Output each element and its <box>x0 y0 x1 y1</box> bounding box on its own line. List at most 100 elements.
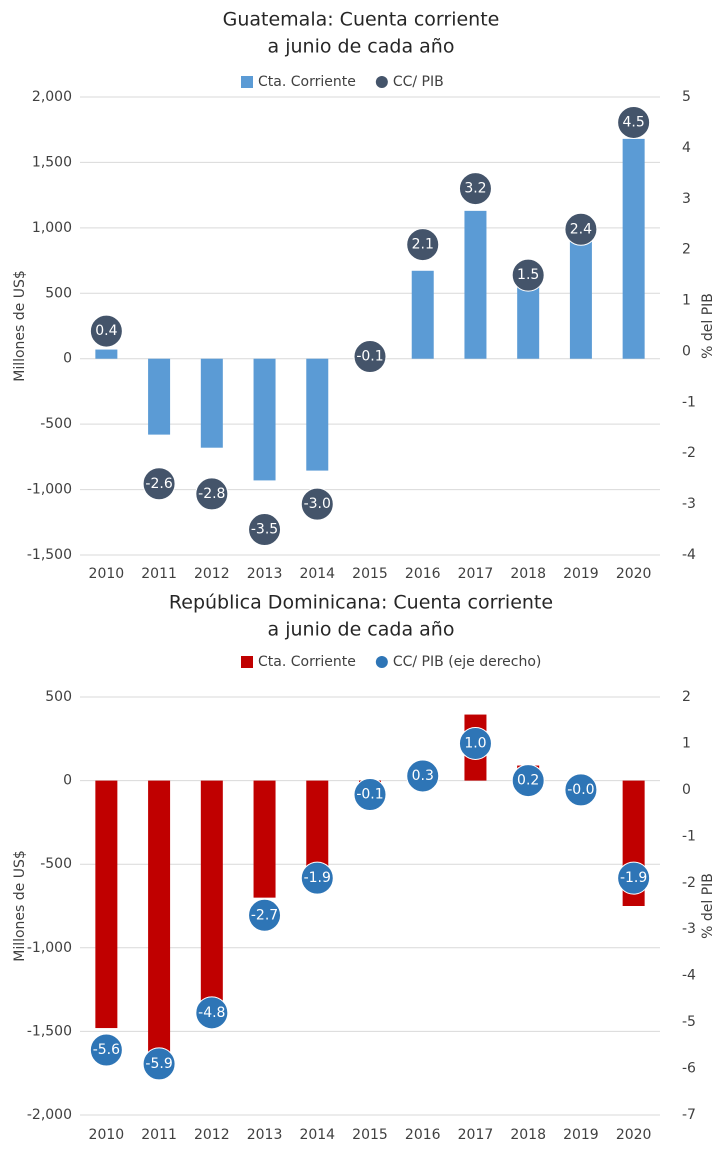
bar <box>200 780 223 1002</box>
bubble <box>195 477 229 511</box>
y2-tick-label: -4 <box>682 968 696 984</box>
y2-tick-label: 0 <box>682 343 691 359</box>
legend-label: Cta. Corriente <box>258 654 356 670</box>
chart-title: República Dominicana: Cuenta corriente <box>169 592 553 614</box>
bar <box>253 780 276 898</box>
y2-tick-label: -2 <box>682 875 696 891</box>
bar <box>306 358 329 471</box>
x-tick-label: 2018 <box>510 1127 546 1143</box>
x-tick-label: 2015 <box>352 566 388 582</box>
bubble <box>300 487 334 521</box>
y2-tick-label: 4 <box>682 140 691 156</box>
x-tick-label: 2014 <box>299 566 335 582</box>
bubble <box>564 773 598 807</box>
x-tick-label: 2016 <box>405 566 441 582</box>
y2-tick-label: 5 <box>682 89 691 105</box>
bar <box>253 358 276 481</box>
data-label: 4.5 <box>623 114 645 130</box>
bubble <box>406 228 440 262</box>
bar <box>95 349 118 359</box>
data-label: -2.7 <box>251 907 278 923</box>
x-tick-label: 2018 <box>510 566 546 582</box>
legend-swatch <box>375 76 388 88</box>
y2-tick-label: -5 <box>682 1014 696 1030</box>
y-tick-label: 2,000 <box>32 89 72 105</box>
x-tick-label: 2017 <box>458 566 494 582</box>
data-label: -1.9 <box>304 870 331 886</box>
x-tick-label: 2011 <box>141 566 177 582</box>
y2-tick-label: 0 <box>682 782 691 798</box>
bar <box>569 240 592 359</box>
bubble <box>617 105 651 139</box>
x-tick-label: 2011 <box>141 1127 177 1143</box>
y2-axis-title: % del PIB <box>700 293 716 359</box>
bar <box>622 138 645 359</box>
y-tick-label: 1,500 <box>32 154 72 170</box>
legend-swatch <box>375 656 388 668</box>
x-tick-label: 2017 <box>458 1127 494 1143</box>
legend-swatch <box>241 656 253 668</box>
chart-title: a junio de cada año <box>268 36 455 58</box>
bar <box>148 358 171 435</box>
y2-tick-label: 1 <box>682 293 691 309</box>
y2-tick-label: 1 <box>682 735 691 751</box>
x-tick-label: 2015 <box>352 1127 388 1143</box>
y-tick-label: -500 <box>40 416 72 432</box>
y-tick-label: 500 <box>45 285 72 301</box>
data-label: 2.4 <box>570 221 592 237</box>
x-tick-label: 2019 <box>563 566 599 582</box>
y-tick-label: -1,000 <box>27 482 72 498</box>
bubble <box>89 1033 123 1067</box>
bar <box>411 270 434 359</box>
y2-axis-title: % del PIB <box>700 873 716 939</box>
bubble <box>511 258 545 292</box>
chart-title: a junio de cada año <box>268 619 455 641</box>
bubble <box>248 513 282 547</box>
y2-tick-label: 2 <box>682 242 691 258</box>
bubble <box>458 726 492 760</box>
y2-tick-label: -1 <box>682 828 696 844</box>
y2-tick-label: 3 <box>682 191 691 207</box>
data-label: -5.6 <box>93 1042 120 1058</box>
bar <box>200 358 223 448</box>
y2-tick-label: -7 <box>682 1107 696 1123</box>
data-label: -2.8 <box>198 486 225 502</box>
bar <box>517 285 540 359</box>
x-tick-label: 2014 <box>299 1127 335 1143</box>
data-label: 0.2 <box>517 773 539 789</box>
y-tick-label: -500 <box>40 856 72 872</box>
bubble <box>406 759 440 793</box>
y2-tick-label: 2 <box>682 689 691 705</box>
y2-tick-label: -6 <box>682 1061 696 1077</box>
data-label: -5.9 <box>145 1056 172 1072</box>
data-label: -0.1 <box>356 349 383 365</box>
bubble <box>300 861 334 895</box>
x-tick-label: 2010 <box>89 1127 125 1143</box>
x-tick-label: 2010 <box>89 566 125 582</box>
data-label: 1.5 <box>517 267 539 283</box>
y2-tick-label: -2 <box>682 445 696 461</box>
x-tick-label: 2013 <box>247 566 283 582</box>
data-label: 3.2 <box>464 181 486 197</box>
x-tick-label: 2020 <box>616 1127 652 1143</box>
y-tick-label: -1,500 <box>27 1023 72 1039</box>
legend-swatch <box>241 76 253 88</box>
x-tick-label: 2012 <box>194 566 230 582</box>
data-label: -3.5 <box>251 522 278 538</box>
data-label: -2.6 <box>145 476 172 492</box>
y-tick-label: -1,000 <box>27 940 72 956</box>
bubble <box>195 996 229 1030</box>
data-label: -4.8 <box>198 1005 225 1021</box>
y-axis-title: Millones de US$ <box>12 270 28 382</box>
y-tick-label: 500 <box>45 689 72 705</box>
data-label: -3.0 <box>304 496 331 512</box>
bubble <box>142 1047 176 1081</box>
y-tick-label: -1,500 <box>27 547 72 563</box>
legend-label: Cta. Corriente <box>258 74 356 90</box>
data-label: 2.1 <box>412 237 434 253</box>
bubble <box>353 340 387 374</box>
bubble <box>511 764 545 798</box>
data-label: 1.0 <box>464 735 486 751</box>
y-tick-label: -2,000 <box>27 1107 72 1123</box>
